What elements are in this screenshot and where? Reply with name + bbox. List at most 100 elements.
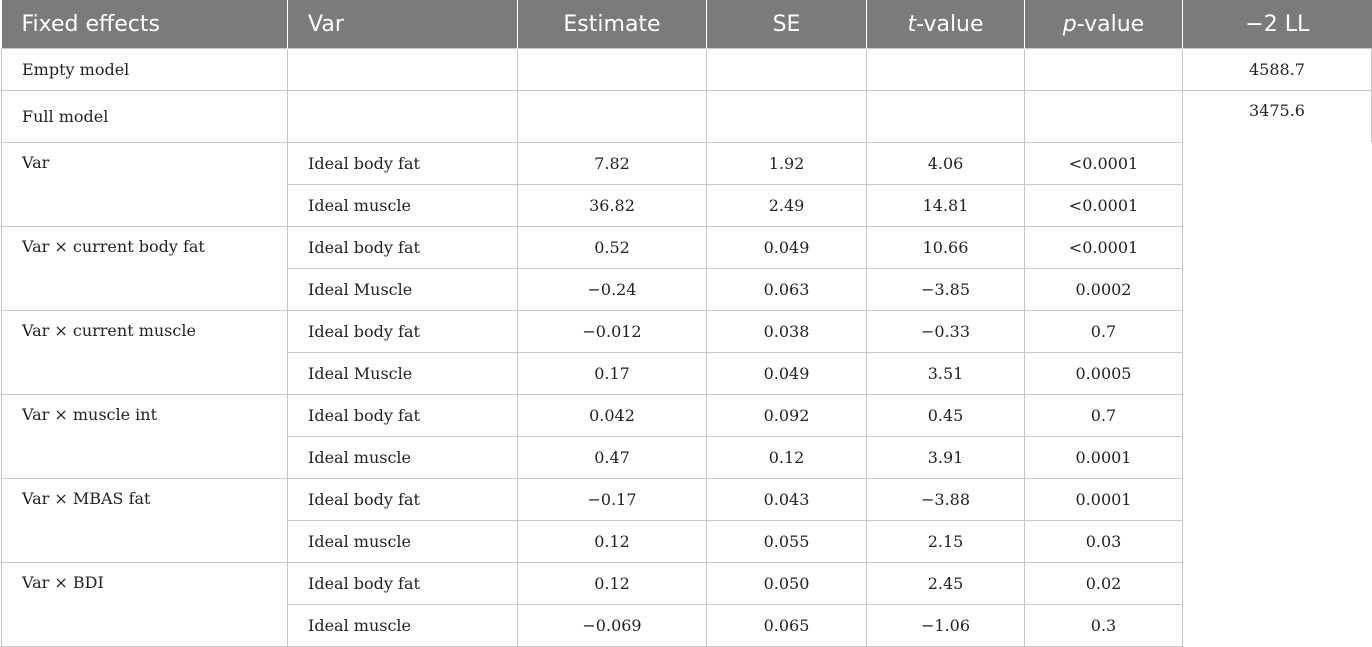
model-label: Empty model <box>1 48 288 91</box>
p-cell: <0.0001 <box>1024 183 1183 227</box>
empty-cell <box>287 90 518 143</box>
table-row: Ideal muscle 36.82 2.49 14.81 <0.0001 <box>2 183 1372 227</box>
empty-cell <box>866 48 1025 91</box>
header-fixed-effects: Fixed effects <box>1 0 288 49</box>
header-t-italic: t <box>907 11 917 37</box>
t-cell: −0.33 <box>866 309 1025 353</box>
effect-label: Var × current muscle <box>1 309 288 395</box>
t-cell: 3.51 <box>866 351 1025 395</box>
table-row: Var × BDI Ideal body fat 0.12 0.050 2.45… <box>1 561 1372 647</box>
model-ll: 3475.6 <box>1182 90 1372 142</box>
se-cell: 0.043 <box>706 477 867 521</box>
t-cell: 2.15 <box>866 519 1025 563</box>
se-cell: 0.038 <box>706 309 867 353</box>
empty-cell <box>706 48 867 91</box>
p-cell: 0.7 <box>1024 309 1183 353</box>
p-cell: 0.0001 <box>1024 477 1183 521</box>
p-cell: 0.03 <box>1024 519 1183 563</box>
effect-label: Var × MBAS fat <box>1 477 288 563</box>
table-row: Ideal Muscle −0.24 0.063 −3.85 0.0002 <box>2 267 1372 311</box>
t-cell: 10.66 <box>866 225 1025 269</box>
table-row: Var × muscle int Ideal body fat 0.042 0.… <box>1 393 1372 479</box>
empty-cell <box>1024 90 1183 143</box>
se-cell: 0.050 <box>706 561 867 605</box>
var-cell: Ideal muscle <box>287 435 518 479</box>
var-cell: Ideal muscle <box>287 603 518 647</box>
t-cell: 4.06 <box>866 141 1025 185</box>
var-cell: Ideal body fat <box>287 141 518 185</box>
empty-cell <box>866 90 1025 143</box>
ll-blank-cell <box>1182 142 1372 646</box>
se-cell: 2.49 <box>706 183 867 227</box>
estimate-cell: 7.82 <box>517 141 707 185</box>
se-cell: 0.049 <box>706 225 867 269</box>
p-cell: 0.3 <box>1024 603 1183 647</box>
estimate-cell: 0.17 <box>517 351 707 395</box>
header-var: Var <box>287 0 518 49</box>
header-row: Fixed effects Var Estimate SE t-value p-… <box>1 0 1372 49</box>
table-row: Var Ideal body fat 7.82 1.92 4.06 <0.000… <box>1 141 1372 646</box>
header-p-value: p-value <box>1024 0 1183 49</box>
se-cell: 0.065 <box>706 603 867 647</box>
header-p-italic: p <box>1062 11 1077 37</box>
t-cell: 3.91 <box>866 435 1025 479</box>
table-header: Fixed effects Var Estimate SE t-value p-… <box>1 0 1372 49</box>
var-cell: Ideal Muscle <box>287 267 518 311</box>
estimate-cell: 0.12 <box>517 561 707 605</box>
effect-label: Var × current body fat <box>1 225 288 311</box>
var-cell: Ideal body fat <box>287 393 518 437</box>
header-estimate: Estimate <box>517 0 707 49</box>
model-row-full: Full model 3475.6 <box>1 90 1372 143</box>
table-row: Ideal Muscle 0.17 0.049 3.51 0.0005 <box>2 351 1372 395</box>
p-cell: 0.02 <box>1024 561 1183 605</box>
effect-label: Var × BDI <box>1 561 288 647</box>
p-cell: 0.0001 <box>1024 435 1183 479</box>
var-cell: Ideal muscle <box>287 183 518 227</box>
estimate-cell: −0.069 <box>517 603 707 647</box>
var-cell: Ideal body fat <box>287 477 518 521</box>
estimate-cell: 0.52 <box>517 225 707 269</box>
p-cell: 0.0005 <box>1024 351 1183 395</box>
estimate-cell: 0.042 <box>517 393 707 437</box>
var-cell: Ideal body fat <box>287 561 518 605</box>
estimate-cell: −0.17 <box>517 477 707 521</box>
table-row: Var × MBAS fat Ideal body fat −0.17 0.04… <box>1 477 1372 563</box>
se-cell: 0.055 <box>706 519 867 563</box>
t-cell: 0.45 <box>866 393 1025 437</box>
model-label: Full model <box>1 90 288 143</box>
estimate-cell: 36.82 <box>517 183 707 227</box>
se-cell: 0.12 <box>706 435 867 479</box>
header-p-suffix: -value <box>1076 11 1145 37</box>
header-ll: −2 LL <box>1182 0 1372 49</box>
table-body: Empty model 4588.7 Full model 3475.6 Var… <box>1 48 1372 647</box>
estimate-cell: −0.24 <box>517 267 707 311</box>
p-cell: 0.0002 <box>1024 267 1183 311</box>
table-row: Ideal muscle −0.069 0.065 −1.06 0.3 <box>2 603 1372 647</box>
empty-cell <box>1024 48 1183 91</box>
empty-cell <box>706 90 867 143</box>
effect-label: Var × muscle int <box>1 393 288 479</box>
t-cell: −3.85 <box>866 267 1025 311</box>
p-cell: <0.0001 <box>1024 141 1183 185</box>
table-row: Var × current body fat Ideal body fat 0.… <box>1 225 1372 311</box>
estimate-cell: −0.012 <box>517 309 707 353</box>
t-cell: −1.06 <box>866 603 1025 647</box>
table-row: Var × current muscle Ideal body fat −0.0… <box>1 309 1372 395</box>
model-row-empty: Empty model 4588.7 <box>1 48 1372 91</box>
t-cell: 2.45 <box>866 561 1025 605</box>
header-t-suffix: -value <box>916 11 984 37</box>
empty-cell <box>517 90 707 143</box>
estimate-cell: 0.47 <box>517 435 707 479</box>
model-ll: 4588.7 <box>1182 48 1372 91</box>
p-cell: 0.7 <box>1024 393 1183 437</box>
empty-cell <box>287 48 518 91</box>
t-cell: 14.81 <box>866 183 1025 227</box>
var-cell: Ideal Muscle <box>287 351 518 395</box>
empty-cell <box>517 48 707 91</box>
se-cell: 0.063 <box>706 267 867 311</box>
var-cell: Ideal body fat <box>287 225 518 269</box>
estimate-cell: 0.12 <box>517 519 707 563</box>
se-cell: 1.92 <box>706 141 867 185</box>
var-cell: Ideal body fat <box>287 309 518 353</box>
